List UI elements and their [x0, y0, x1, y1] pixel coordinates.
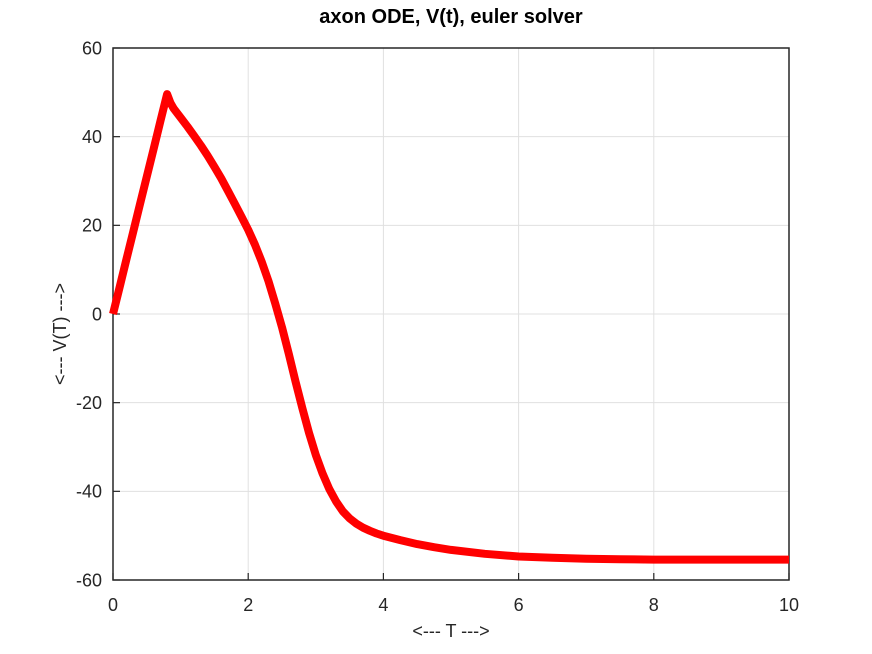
voltage-curve-line [109, 90, 789, 564]
y-tick-label: 20 [82, 216, 102, 236]
x-tick-label: 10 [779, 595, 799, 615]
x-tick-label: 2 [243, 595, 253, 615]
y-tick-label: 40 [82, 127, 102, 147]
y-tick-label: 0 [92, 304, 102, 324]
chart-title: axon ODE, V(t), euler solver [319, 6, 583, 28]
x-tick-label: 8 [649, 595, 659, 615]
y-tick-label: 60 [82, 38, 102, 58]
grid-lines [113, 48, 789, 580]
x-tick-label: 6 [514, 595, 524, 615]
y-tick-label: -60 [76, 570, 102, 590]
y-tick-label: -40 [76, 482, 102, 502]
x-axis-label: <--- T ---> [412, 621, 489, 641]
x-tick-labels: 0 2 4 6 8 10 [108, 595, 799, 615]
y-tick-labels: -60 -40 -20 0 20 40 60 [76, 38, 102, 590]
y-axis-label: <--- V(T) ---> [50, 283, 70, 385]
x-tick-label: 0 [108, 595, 118, 615]
y-tick-label: -20 [76, 393, 102, 413]
x-tick-label: 4 [378, 595, 388, 615]
